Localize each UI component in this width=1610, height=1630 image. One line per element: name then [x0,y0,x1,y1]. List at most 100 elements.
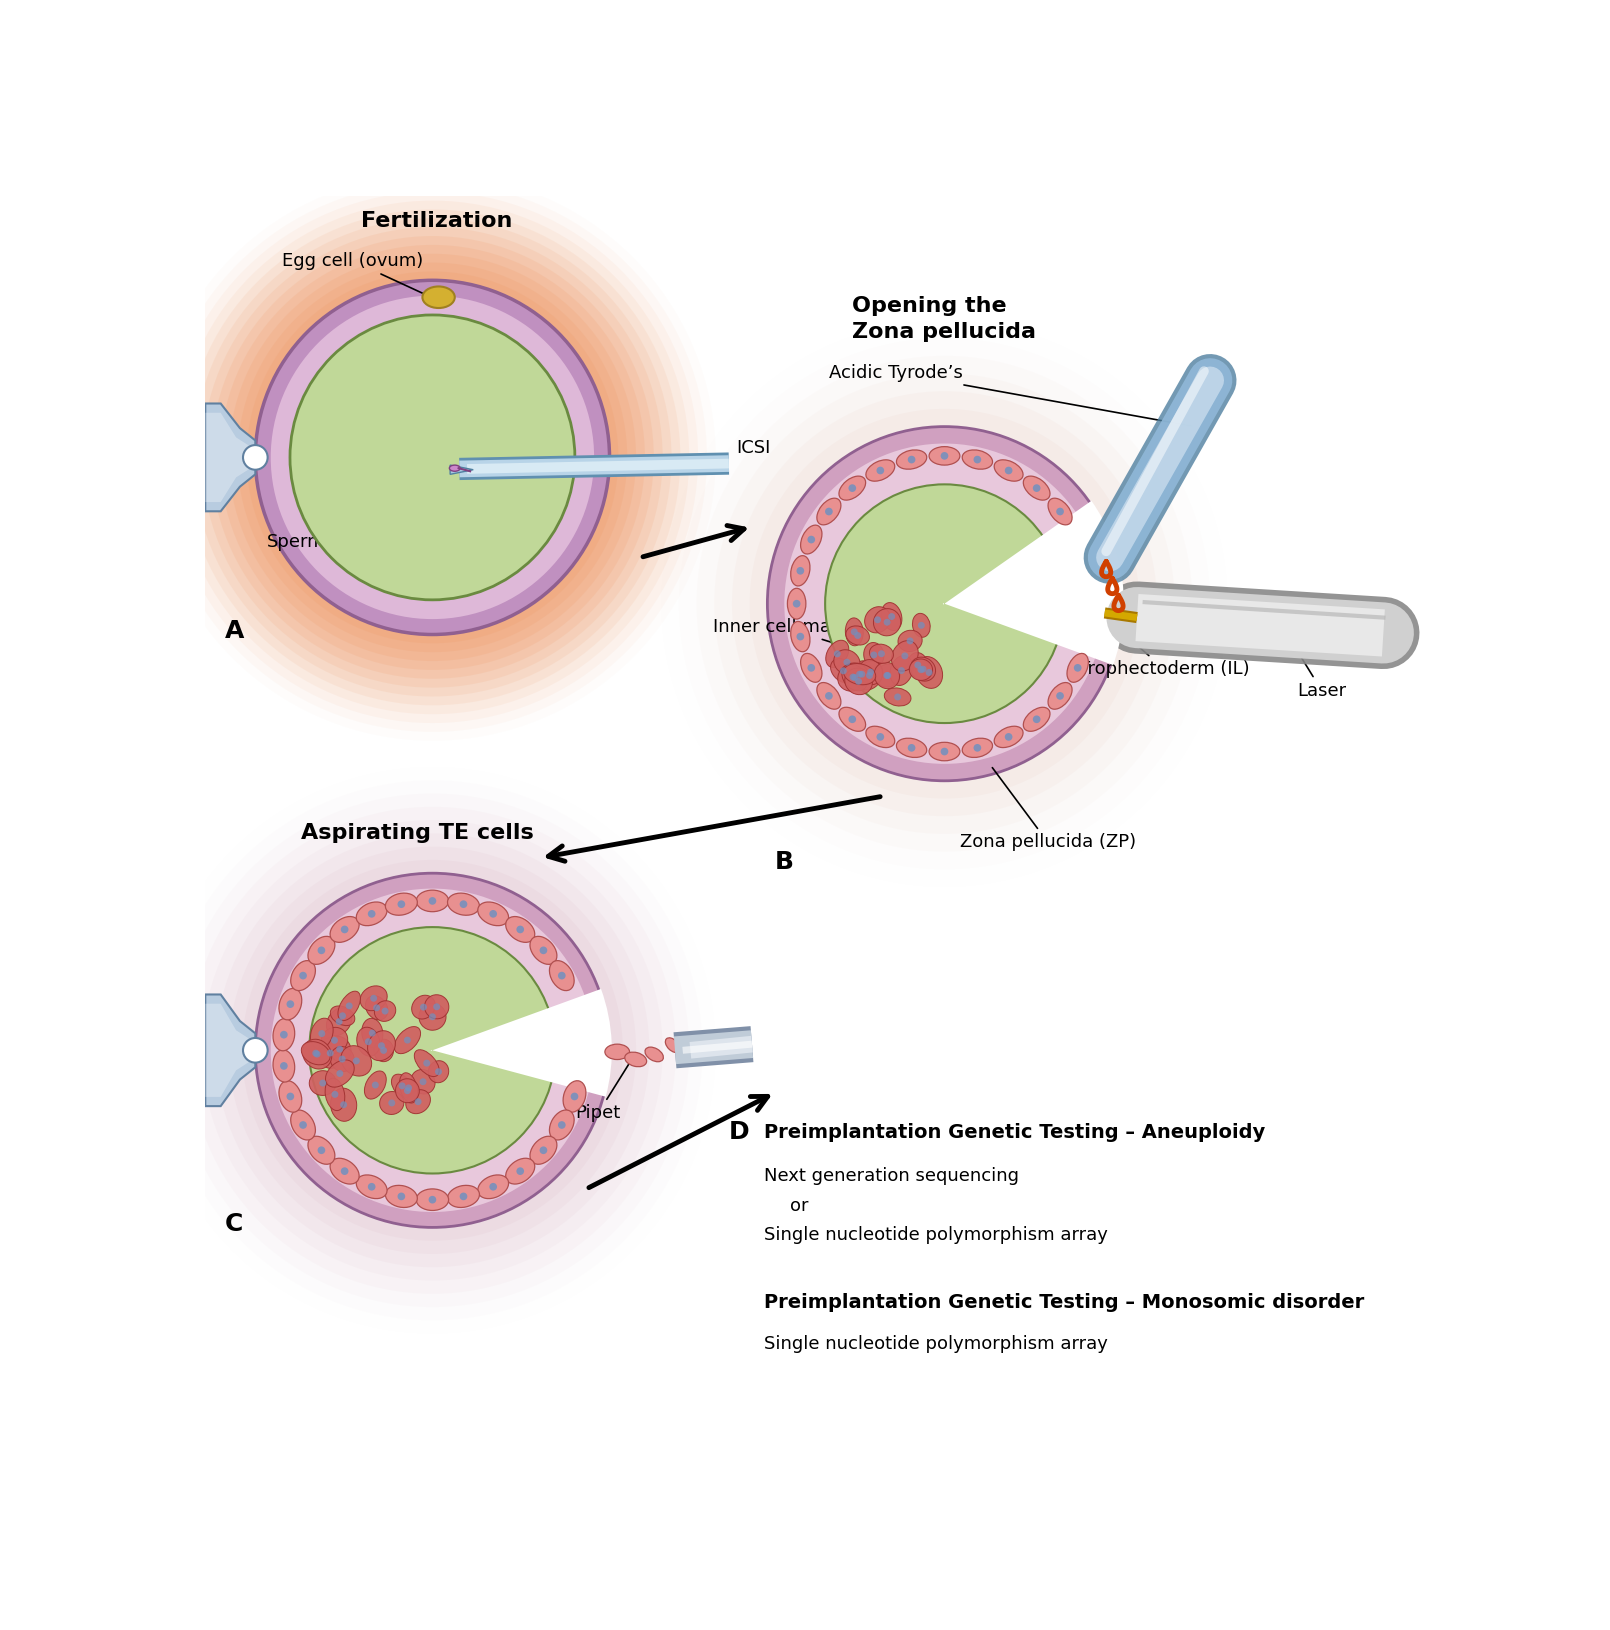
Circle shape [797,567,803,575]
Ellipse shape [1048,499,1072,525]
Circle shape [327,1050,333,1056]
Ellipse shape [876,663,900,686]
Ellipse shape [478,1175,509,1198]
Ellipse shape [831,659,857,683]
Circle shape [369,1030,375,1037]
Ellipse shape [303,1040,332,1069]
Ellipse shape [325,1077,345,1110]
Text: Trophectoderm (IL): Trophectoderm (IL) [1046,567,1249,678]
Ellipse shape [892,641,918,672]
Ellipse shape [374,1040,393,1061]
Ellipse shape [338,991,361,1020]
Circle shape [517,1167,525,1175]
Circle shape [167,192,699,724]
Ellipse shape [863,642,884,667]
Ellipse shape [448,1185,480,1208]
Circle shape [229,846,636,1253]
Circle shape [840,667,847,675]
Circle shape [889,613,895,619]
Circle shape [884,672,890,680]
Text: or: or [791,1196,808,1214]
Circle shape [1005,734,1013,740]
Ellipse shape [791,621,810,652]
Ellipse shape [365,996,388,1020]
Ellipse shape [308,1136,335,1164]
Ellipse shape [391,1074,412,1097]
Circle shape [874,616,881,623]
Text: Preimplantation Genetic Testing – Aneuploidy: Preimplantation Genetic Testing – Aneupl… [763,1123,1265,1143]
Circle shape [459,1193,467,1200]
Circle shape [792,600,800,608]
Ellipse shape [816,499,840,525]
Circle shape [844,659,850,665]
Text: Single nucleotide polymorphism array: Single nucleotide polymorphism array [763,1335,1108,1353]
Circle shape [243,445,267,469]
Ellipse shape [322,1027,348,1053]
Circle shape [382,1007,388,1014]
Ellipse shape [419,1002,446,1030]
Circle shape [750,409,1140,799]
Ellipse shape [549,960,575,991]
Ellipse shape [874,662,900,689]
Circle shape [404,1087,411,1094]
Circle shape [287,1092,295,1100]
Ellipse shape [330,1089,357,1121]
Ellipse shape [385,1185,417,1208]
Circle shape [435,1068,443,1076]
Ellipse shape [361,986,386,1011]
Ellipse shape [826,641,848,668]
Circle shape [380,1046,386,1055]
Text: Acidic Tyrode’s: Acidic Tyrode’s [829,363,1191,425]
Ellipse shape [279,988,301,1020]
Circle shape [1056,693,1064,699]
Ellipse shape [411,1069,435,1094]
Circle shape [221,244,646,670]
Ellipse shape [929,742,960,761]
Text: ICSI: ICSI [737,438,771,456]
Circle shape [319,1030,325,1037]
Circle shape [346,1002,353,1009]
Ellipse shape [1024,476,1050,500]
Wedge shape [943,500,1124,665]
Circle shape [918,623,924,629]
Circle shape [866,672,873,680]
Ellipse shape [328,1037,351,1063]
Circle shape [1032,716,1040,724]
Text: Fertilization: Fertilization [361,210,512,231]
Ellipse shape [364,1071,386,1099]
Ellipse shape [869,644,894,663]
Circle shape [367,910,375,918]
Text: Next generation sequencing: Next generation sequencing [763,1167,1019,1185]
Circle shape [185,210,681,706]
Circle shape [340,1102,348,1108]
Ellipse shape [506,916,535,942]
Circle shape [884,672,892,680]
Circle shape [246,272,618,644]
Circle shape [848,716,857,724]
Ellipse shape [1024,707,1050,732]
Text: Pipet: Pipet [575,1055,634,1123]
Circle shape [242,861,623,1240]
Ellipse shape [362,1019,383,1048]
Text: Egg cell (ovum): Egg cell (ovum) [282,253,433,298]
Circle shape [423,1060,430,1066]
Ellipse shape [399,1073,417,1104]
Ellipse shape [910,659,932,680]
Ellipse shape [852,660,871,688]
Ellipse shape [530,936,557,965]
Ellipse shape [330,1006,354,1025]
Circle shape [868,668,874,675]
Circle shape [559,1121,565,1130]
Ellipse shape [625,1051,647,1066]
Circle shape [539,947,547,954]
Circle shape [433,1004,440,1011]
Ellipse shape [845,618,863,645]
Ellipse shape [845,626,869,645]
Ellipse shape [857,662,882,689]
Circle shape [341,1167,348,1175]
Ellipse shape [274,1019,295,1051]
Text: Opening the
Zona pellucida: Opening the Zona pellucida [852,295,1037,342]
Circle shape [374,1004,380,1011]
Circle shape [243,1038,267,1063]
Ellipse shape [646,1046,663,1061]
